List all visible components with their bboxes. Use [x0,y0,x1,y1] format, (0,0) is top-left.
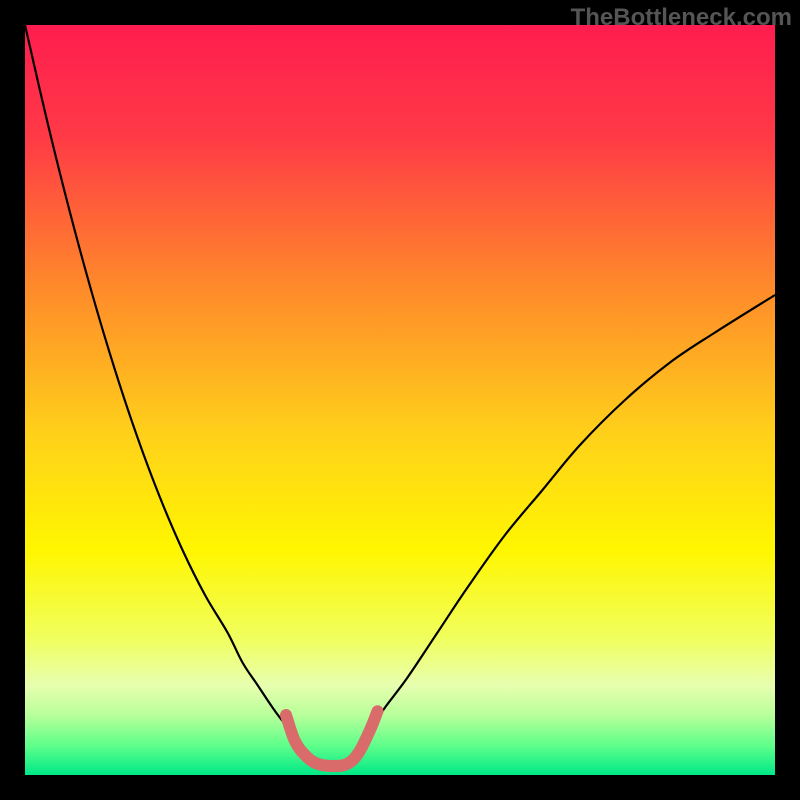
plot-area [25,25,775,775]
plot-svg [25,25,775,775]
chart-frame: TheBottleneck.com [0,0,800,800]
gradient-background [25,25,775,775]
